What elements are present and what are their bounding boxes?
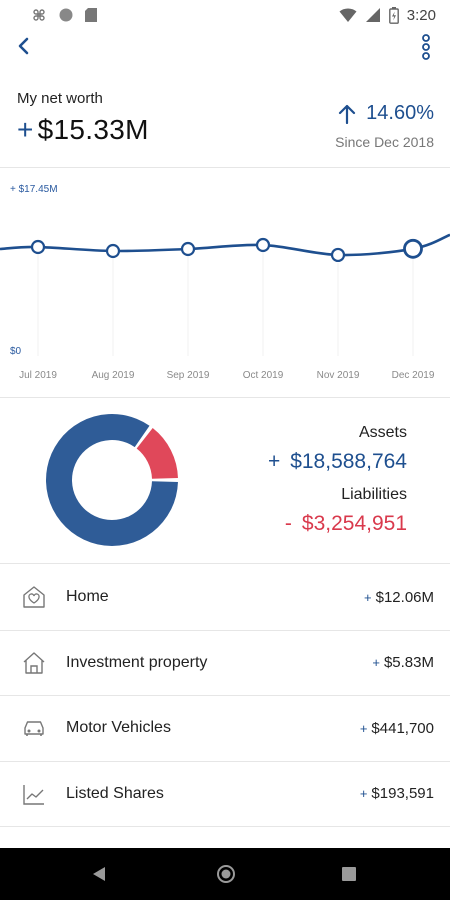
list-item-label: Home — [66, 588, 109, 606]
liabilities-label: Liabilities — [341, 486, 407, 503]
change-percent: 14.60% — [366, 102, 434, 124]
liabilities-amount: $3,254,951 — [301, 512, 407, 535]
since-date: Since Dec 2018 — [335, 134, 434, 150]
list-item-motor-vehicles[interactable]: Motor Vehicles + $441,700 — [0, 696, 450, 762]
status-bar: 3:20 — [0, 0, 450, 30]
list-item-listed-shares[interactable]: Listed Shares + $193,591 — [0, 762, 450, 827]
donut-chart — [46, 414, 178, 546]
x-axis-tick-label: Oct 2019 — [243, 370, 284, 381]
donut-slice-liabilities[interactable] — [136, 428, 178, 479]
y-axis-top-label: + $17.45M — [10, 184, 58, 195]
house-icon — [20, 649, 48, 677]
list-item-value: + $12.06M — [364, 588, 434, 606]
chart-point[interactable] — [403, 238, 423, 259]
back-button[interactable] — [12, 34, 36, 58]
list-item-label: Motor Vehicles — [66, 719, 171, 737]
net-worth-label: My net worth — [17, 90, 103, 107]
list-item-investment-property[interactable]: Investment property + $5.83M — [0, 631, 450, 696]
wifi-icon — [339, 8, 357, 22]
back-chevron-icon — [18, 37, 29, 55]
sd-card-icon — [85, 8, 97, 22]
list-item-label: Investment property — [66, 653, 208, 671]
chart-point[interactable] — [105, 243, 121, 259]
net-worth-sign: + — [17, 114, 34, 145]
chart-point[interactable] — [330, 247, 346, 263]
x-axis-tick-label: Dec 2019 — [392, 370, 435, 381]
y-axis-bottom-label: $0 — [10, 346, 22, 357]
chart-point[interactable] — [180, 241, 196, 257]
asset-list: Home + $12.06M Investment property + $5.83… — [0, 565, 450, 827]
x-axis-tick-label: Jul 2019 — [19, 370, 57, 381]
nav-home-icon[interactable] — [216, 864, 236, 884]
assets-amount: $18,588,764 — [290, 450, 407, 473]
net-worth-value: + $15.33M — [17, 114, 149, 146]
stock-chart-icon — [20, 780, 48, 808]
x-axis-tick-label: Nov 2019 — [317, 370, 360, 381]
signal-icon — [365, 8, 380, 22]
net-worth-chart[interactable]: + $17.45M $0 Jul 2019 Aug 2019 Sep 2019 Oct… — [0, 170, 450, 398]
change-indicator: 14.60% — [338, 102, 434, 125]
liabilities-sign: - — [284, 512, 292, 535]
x-axis-tick-label: Aug 2019 — [92, 370, 135, 381]
nav-back-icon[interactable] — [92, 866, 106, 882]
net-worth-summary: My net worth + $15.33M 14.60% Since Dec 2… — [0, 80, 450, 168]
more-vert-icon — [422, 34, 430, 60]
car-icon — [20, 714, 48, 742]
line-chart: + $17.45M $0 Jul 2019 Aug 2019 Sep 2019 Oct… — [0, 184, 450, 381]
assets-sign: + — [267, 450, 281, 473]
list-item-label: Listed Shares — [66, 784, 164, 802]
app-bar — [0, 30, 450, 78]
assets-value: + $18,588,764 — [268, 450, 407, 474]
chart-point[interactable] — [255, 237, 271, 253]
donut-slice-assets[interactable] — [46, 414, 178, 546]
circle-icon — [59, 8, 73, 22]
command-icon — [33, 9, 45, 21]
status-time: 3:20 — [406, 6, 436, 24]
assets-label: Assets — [358, 424, 407, 441]
arrow-up-icon — [339, 104, 356, 124]
nav-recents-icon[interactable] — [342, 867, 356, 881]
x-axis-tick-label: Sep 2019 — [167, 370, 210, 381]
list-item-value: + $193,591 — [359, 785, 434, 803]
net-worth-amount: $15.33M — [37, 114, 149, 145]
chart-series-line — [0, 233, 450, 257]
more-options-button[interactable] — [414, 32, 438, 62]
home-heart-icon — [20, 583, 48, 611]
liabilities-value: - $3,254,951 — [285, 512, 407, 536]
system-nav-bar — [0, 848, 450, 900]
list-item-home[interactable]: Home + $12.06M — [0, 565, 450, 631]
assets-liabilities-breakdown: Assets + $18,588,764 Liabilities - $3,254,… — [0, 398, 450, 564]
list-item-value: + $5.83M — [372, 654, 434, 672]
chart-point[interactable] — [30, 239, 46, 255]
battery-icon — [388, 6, 399, 24]
list-item-value: + $441,700 — [359, 719, 434, 737]
